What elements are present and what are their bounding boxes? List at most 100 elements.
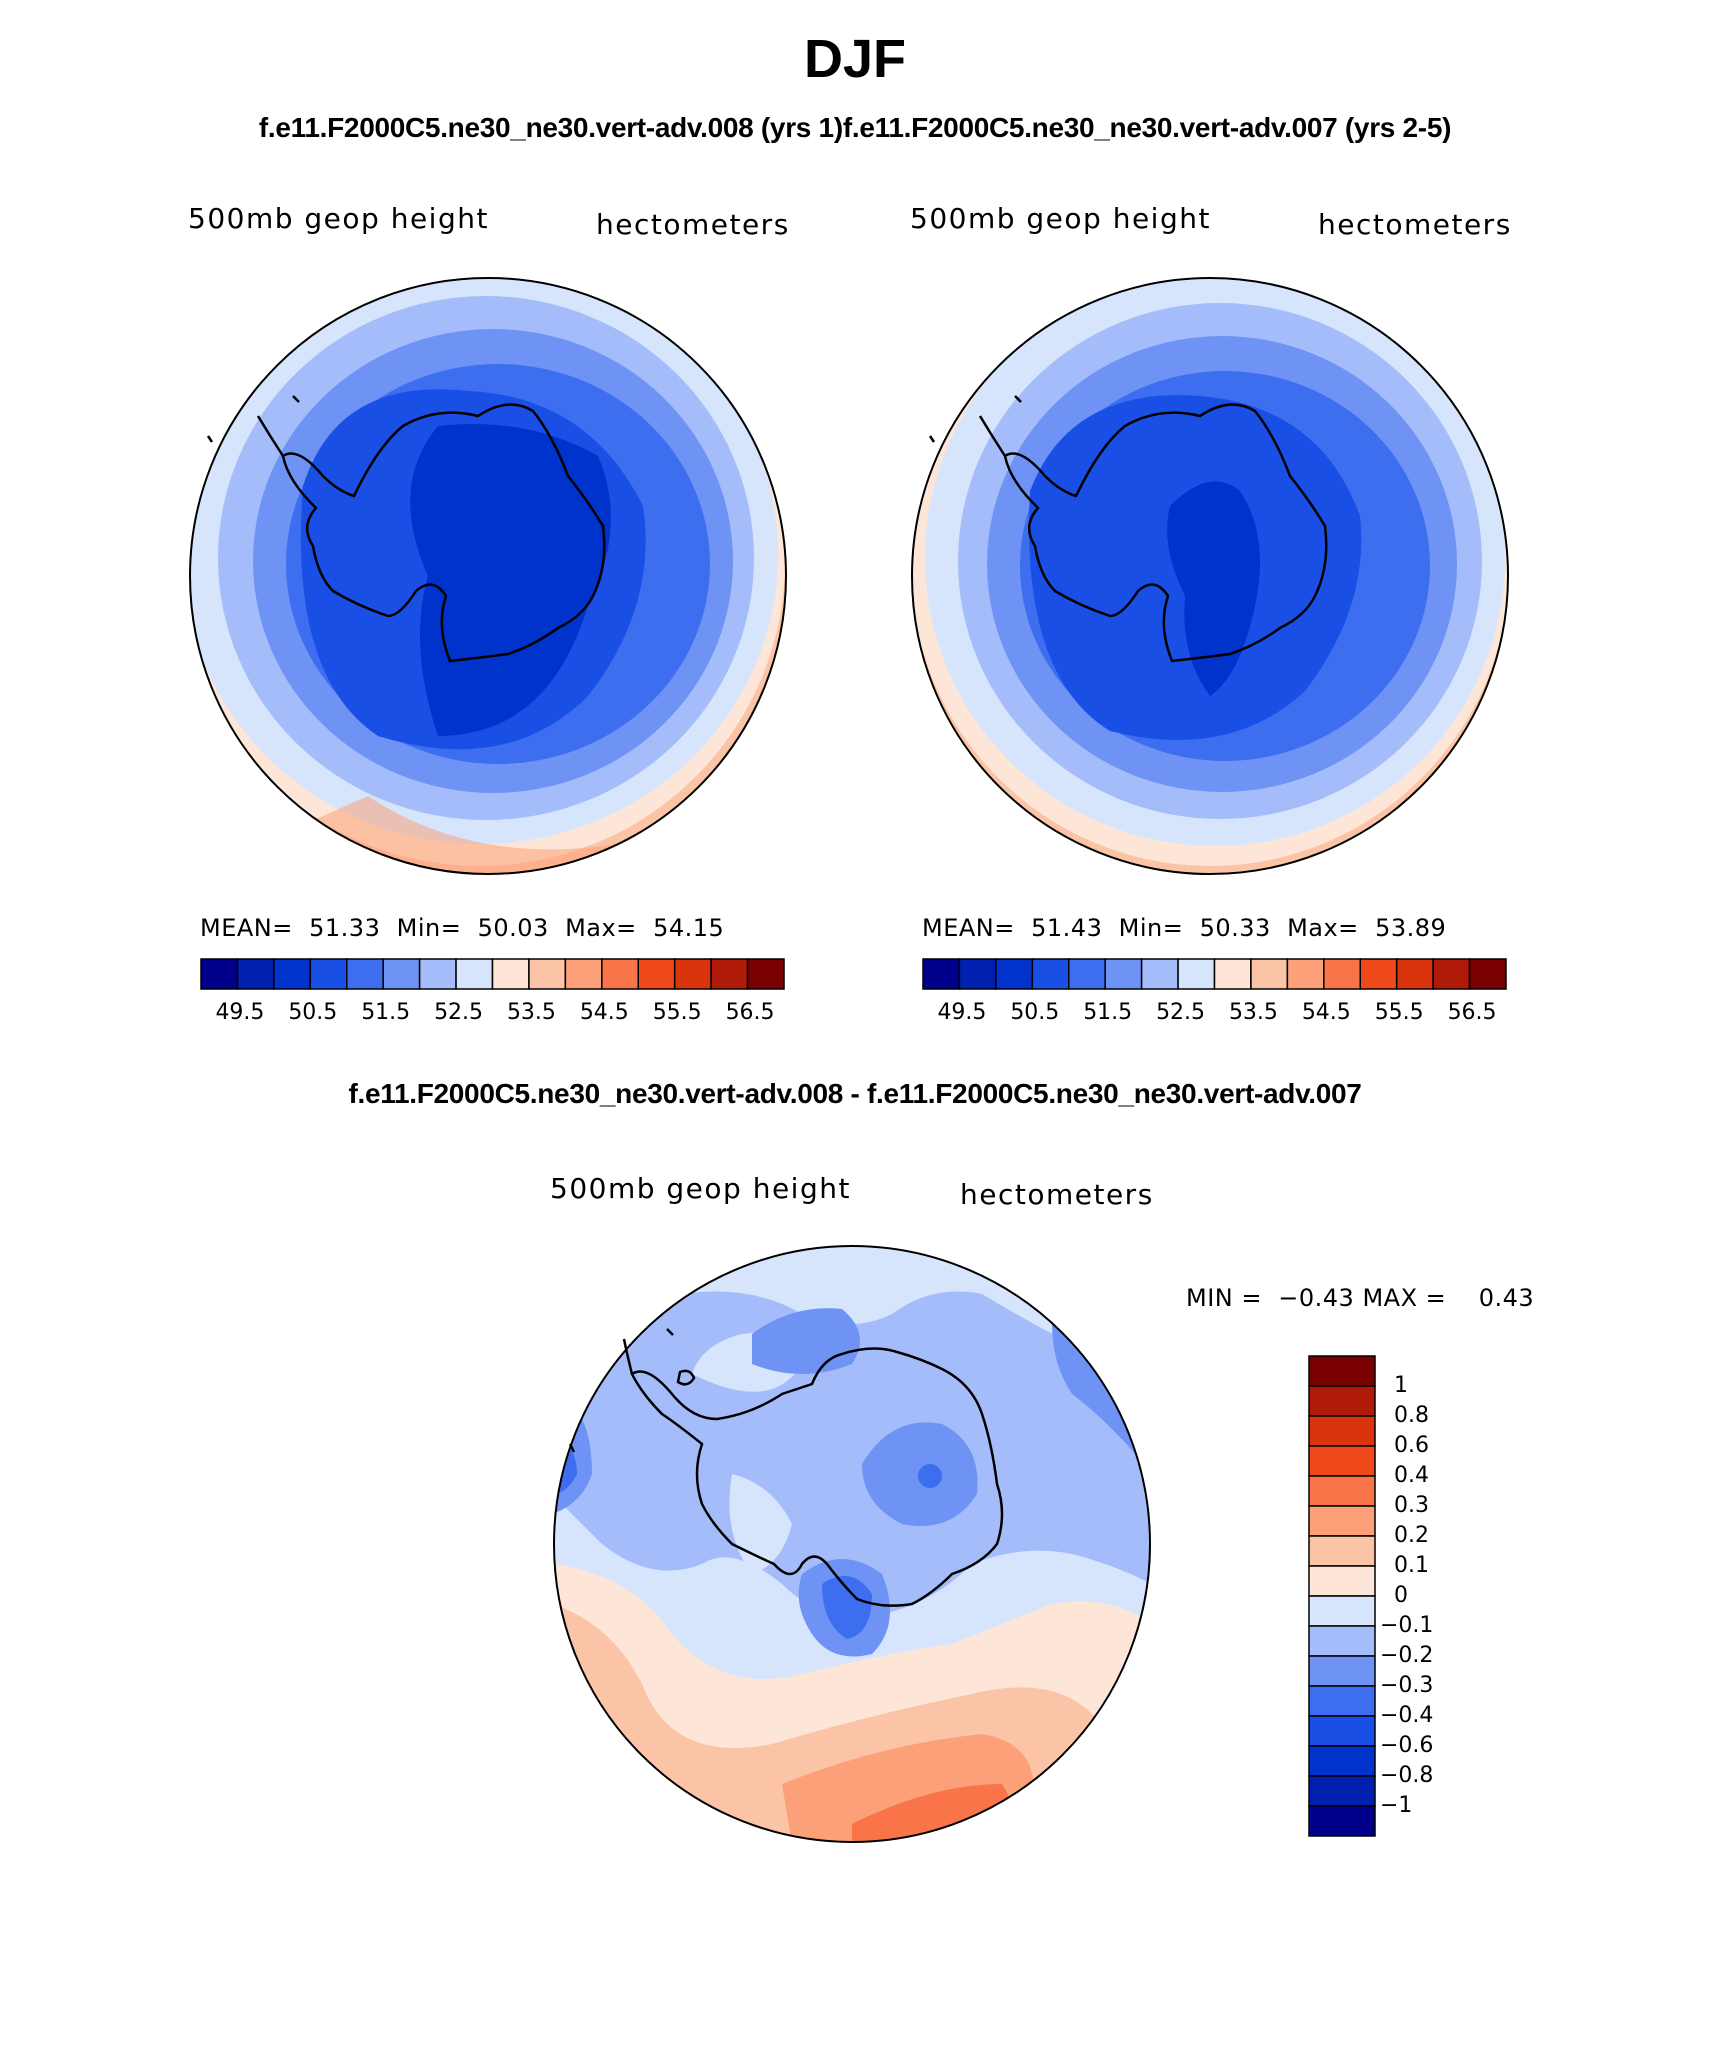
island-coastline: [928, 395, 1022, 443]
colorbar-swatch: [1308, 1415, 1376, 1447]
colorbar-tick-label: 52.5: [1156, 1000, 1206, 1025]
colorbar-swatch: [1308, 1685, 1376, 1717]
diff-stats: MIN = −0.43 MAX = 0.43: [1186, 1284, 1535, 1312]
right-polar-map: [911, 277, 1509, 875]
colorbar-swatch: [601, 958, 639, 990]
left-colorbar-ticks: 49.5 50.5 51.5 52.5 53.5 54.5 55.5 56.5: [200, 1000, 785, 1030]
contour-fill: [410, 424, 611, 736]
map-boundary: [911, 277, 1509, 875]
case-titles: f.e11.F2000C5.ne30_ne30.vert-adv.008 (yr…: [258, 112, 1452, 143]
colorbar-swatch: [1308, 1535, 1376, 1567]
colorbar-swatch: [309, 958, 348, 990]
colorbar-tick-label: −1: [1380, 1793, 1413, 1818]
colorbar-swatch: [1308, 1505, 1376, 1537]
difference-colorbar: [1308, 1355, 1376, 1837]
right-colorbar: [922, 958, 1507, 990]
colorbar-tick-label: 1: [1394, 1373, 1408, 1398]
colorbar-swatch: [1395, 958, 1434, 990]
colorbar-tick-label: 55.5: [652, 1000, 702, 1025]
right-stats: MEAN= 51.43 Min= 50.33 Max= 53.89: [922, 914, 1447, 942]
colorbar-swatch: [1308, 1355, 1376, 1387]
colorbar-swatch: [1308, 1625, 1376, 1657]
colorbar-tick-label: 0.4: [1394, 1463, 1429, 1488]
colorbar-swatch: [1140, 958, 1179, 990]
colorbar-swatch: [1031, 958, 1070, 990]
colorbar-swatch: [958, 958, 997, 990]
colorbar-swatch: [455, 958, 494, 990]
colorbar-swatch: [1468, 958, 1507, 990]
colorbar-tick-label: 51.5: [1083, 1000, 1133, 1025]
colorbar-tick-label: 51.5: [361, 1000, 411, 1025]
colorbar-tick-label: −0.6: [1380, 1733, 1434, 1758]
right-colorbar-ticks: 49.5 50.5 51.5 52.5 53.5 54.5 55.5 56.5: [922, 1000, 1507, 1030]
colorbar-tick-label: 0.1: [1394, 1553, 1429, 1578]
colorbar-tick-label: −0.4: [1380, 1703, 1434, 1728]
contour-fill: [918, 1464, 942, 1488]
right-units-label: hectometers: [1318, 208, 1512, 241]
antarctica-coastline: [630, 1347, 1004, 1607]
colorbar-tick-label: 50.5: [1010, 1000, 1060, 1025]
colorbar-tick-label: −0.3: [1380, 1673, 1434, 1698]
diff-units-label: hectometers: [960, 1178, 1154, 1211]
island-coastline: [206, 395, 300, 443]
colorbar-swatch: [1308, 1775, 1376, 1807]
left-variable-label: 500mb geop height: [188, 202, 489, 235]
contour-fill: [1052, 1324, 1150, 1474]
difference-colorbar-ticks: 1 0.8 0.6 0.4 0.3 0.2 0.1 0 −0.1 −0.2 −0.3 −0.4 −0.6…: [1380, 1355, 1488, 1837]
colorbar-swatch: [564, 958, 603, 990]
colorbar-tick-label: −0.2: [1380, 1643, 1434, 1668]
colorbar-tick-label: 56.5: [725, 1000, 775, 1025]
colorbar-swatch: [1286, 958, 1325, 990]
colorbar-tick-label: 56.5: [1447, 1000, 1497, 1025]
colorbar-swatch: [1308, 1595, 1376, 1627]
colorbar-swatch: [528, 958, 567, 990]
colorbar-tick-label: −0.1: [1380, 1613, 1434, 1638]
colorbar-swatch: [236, 958, 275, 990]
diff-variable-label: 500mb geop height: [550, 1172, 851, 1205]
colorbar-swatch: [1432, 958, 1471, 990]
colorbar-swatch: [1308, 1655, 1376, 1687]
colorbar-swatch: [1213, 958, 1252, 990]
colorbar-swatch: [491, 958, 530, 990]
colorbar-swatch: [746, 958, 785, 990]
colorbar-tick-label: 52.5: [434, 1000, 484, 1025]
colorbar-swatch: [710, 958, 749, 990]
difference-polar-map: [553, 1245, 1151, 1843]
peninsula-coastline: [978, 415, 1007, 457]
colorbar-tick-label: 0: [1394, 1583, 1408, 1608]
left-stats: MEAN= 51.33 Min= 50.03 Max= 54.15: [200, 914, 725, 942]
left-units-label: hectometers: [596, 208, 790, 241]
map-boundary: [553, 1245, 1151, 1843]
contour-fill: [822, 1576, 872, 1639]
colorbar-swatch: [1308, 1385, 1376, 1417]
colorbar-swatch: [1308, 1445, 1376, 1477]
colorbar-tick-label: 0.6: [1394, 1433, 1429, 1458]
colorbar-swatch: [1104, 958, 1143, 990]
colorbar-swatch: [995, 958, 1034, 990]
colorbar-swatch: [1177, 958, 1216, 990]
antarctica-coastline: [281, 403, 606, 663]
colorbar-swatch: [1323, 958, 1361, 990]
colorbar-tick-label: 0.2: [1394, 1523, 1429, 1548]
colorbar-swatch: [637, 958, 676, 990]
antarctica-coastline: [1003, 403, 1328, 663]
colorbar-swatch: [1308, 1745, 1376, 1777]
colorbar-tick-label: 49.5: [937, 1000, 987, 1025]
colorbar-swatch: [346, 958, 384, 990]
colorbar-swatch: [200, 958, 239, 990]
left-colorbar: [200, 958, 785, 990]
colorbar-swatch: [673, 958, 712, 990]
colorbar-swatch: [273, 958, 312, 990]
peninsula-coastline: [622, 1338, 634, 1375]
colorbar-tick-label: −0.8: [1380, 1763, 1434, 1788]
colorbar-swatch: [1359, 958, 1398, 990]
colorbar-swatch: [922, 958, 961, 990]
colorbar-swatch: [1308, 1805, 1376, 1837]
right-variable-label: 500mb geop height: [910, 202, 1211, 235]
colorbar-swatch: [1308, 1715, 1376, 1747]
contour-fill: [729, 1474, 792, 1574]
colorbar-swatch: [1068, 958, 1106, 990]
contour-fill: [1167, 481, 1260, 696]
map-boundary: [189, 277, 787, 875]
colorbar-tick-label: 49.5: [215, 1000, 265, 1025]
